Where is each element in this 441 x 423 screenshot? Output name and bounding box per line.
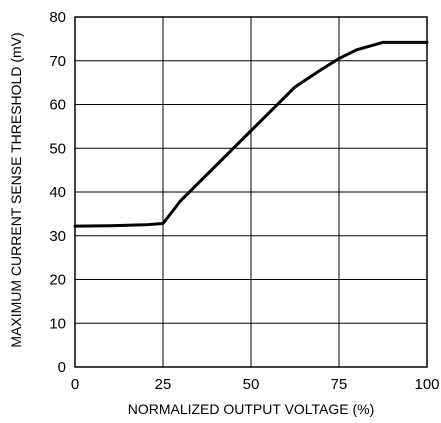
y-tick-label: 20 [49,272,66,289]
x-axis-label: NORMALIZED OUTPUT VOLTAGE (%) [128,401,375,417]
y-axis-label: MAXIMUM CURRENT SENSE THRESHOLD (mV) [8,32,24,347]
y-tick-label: 50 [49,140,66,157]
data-series-line [73,40,429,228]
y-tick-label: 80 [49,9,66,26]
y-tick-label: 70 [49,53,66,70]
x-tick-label: 0 [71,376,79,393]
y-axis-ticks: 0 10 20 30 40 50 60 70 80 [49,9,66,376]
x-tick-label: 100 [414,376,439,393]
x-tick-label: 25 [155,376,172,393]
y-tick-label: 30 [49,228,66,245]
y-tick-label: 40 [49,184,66,201]
grid [74,16,428,368]
y-tick-label: 0 [58,359,66,376]
x-tick-label: 75 [331,376,348,393]
y-tick-label: 10 [49,315,66,332]
x-tick-label: 50 [243,376,260,393]
plot-area-frame [74,16,428,368]
y-tick-label: 60 [49,97,66,114]
x-axis-ticks: 0 25 50 75 100 [71,376,440,393]
